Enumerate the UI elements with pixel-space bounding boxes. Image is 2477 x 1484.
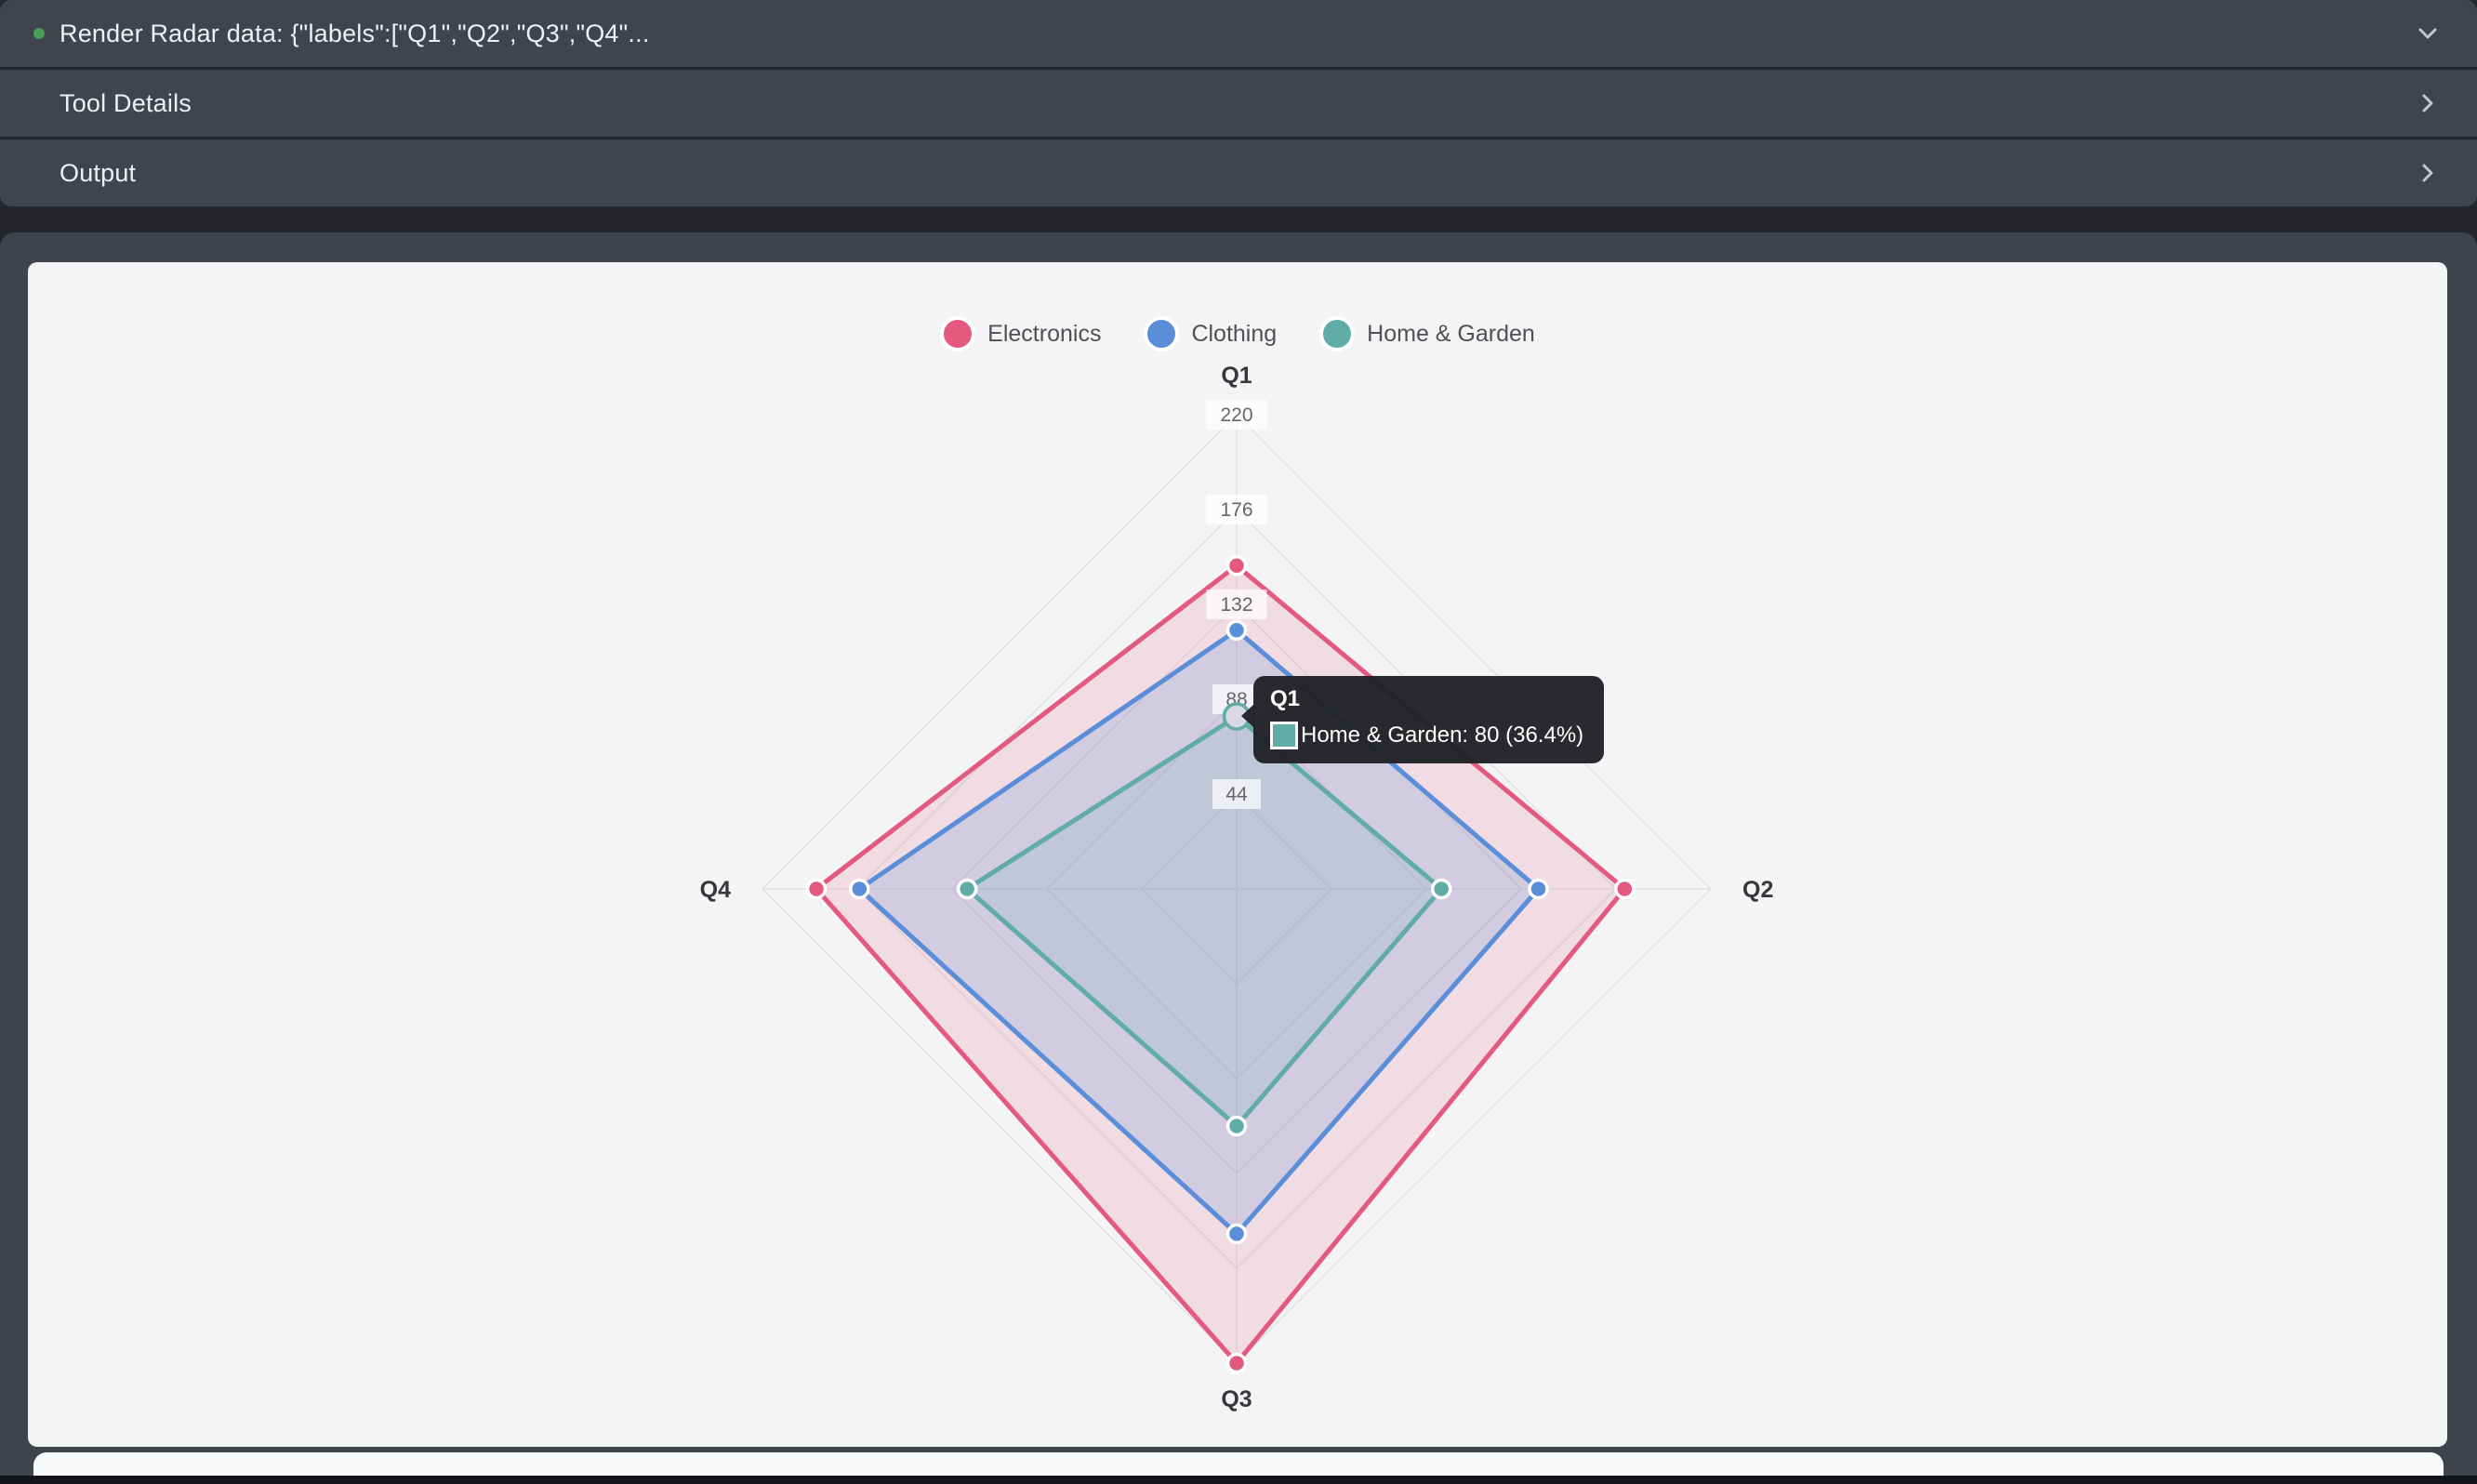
data-point[interactable] <box>1430 878 1452 900</box>
chevron-right-icon[interactable] <box>2412 87 2444 119</box>
legend-marker-icon <box>940 316 976 351</box>
data-point[interactable] <box>1614 878 1636 900</box>
data-point[interactable] <box>1225 1223 1248 1245</box>
legend-item-0[interactable]: Electronics <box>940 316 1101 351</box>
axis-label-q4: Q4 <box>700 877 731 903</box>
legend-label: Home & Garden <box>1367 320 1535 347</box>
tick-backdrop <box>1206 590 1267 619</box>
tooltip-swatch <box>1270 722 1298 749</box>
data-point[interactable] <box>1225 555 1248 576</box>
next-section-card[interactable] <box>33 1452 2444 1477</box>
data-point[interactable] <box>1528 878 1549 900</box>
accordion-row-output[interactable]: Output <box>0 139 2477 206</box>
data-point[interactable] <box>1225 619 1248 642</box>
tooltip-value-text: Home & Garden: 80 (36.4%) <box>1301 722 1584 748</box>
chart-legend: Electronics Clothing Home & Garden <box>28 316 2447 351</box>
tooltip-arrow <box>1241 704 1254 728</box>
legend-marker-icon <box>1319 316 1356 351</box>
legend-label: Clothing <box>1191 320 1278 347</box>
data-point[interactable] <box>956 878 978 900</box>
data-point[interactable] <box>1225 1352 1248 1374</box>
legend-item-1[interactable]: Clothing <box>1144 316 1277 351</box>
accordion-row-render-radar[interactable]: Render Radar data: {"labels":["Q1","Q2",… <box>0 0 2477 67</box>
chart-card: 44 88 132 176 220 Q1 Q2 Q3 Q4 Electronics Clothin… <box>28 262 2447 1447</box>
tick-label: 44 <box>1225 784 1248 805</box>
tick-backdrop <box>1206 400 1267 430</box>
axis-label-q1: Q1 <box>1221 363 1252 389</box>
tooltip-title: Q1 <box>1270 686 1301 711</box>
chevron-down-icon[interactable] <box>2412 18 2444 49</box>
tick-label: 132 <box>1220 594 1252 616</box>
tool-call-title: Render Radar data: {"labels":["Q1","Q2",… <box>60 19 650 47</box>
status-dot-icon <box>33 28 45 39</box>
data-point[interactable] <box>1225 1115 1248 1137</box>
data-point[interactable] <box>849 878 870 900</box>
tick-label: 220 <box>1220 404 1252 426</box>
chart-tooltip: Q1 Home & Garden: 80 (36.4%) <box>1241 676 1605 763</box>
data-point[interactable] <box>805 878 828 900</box>
bottom-strip <box>0 1476 2477 1484</box>
result-panel: 44 88 132 176 220 Q1 Q2 Q3 Q4 Electronics Clothin… <box>0 232 2477 1477</box>
output-label: Output <box>60 158 137 187</box>
tick-label: 176 <box>1220 499 1252 521</box>
legend-marker-icon <box>1144 316 1180 351</box>
tick-backdrop <box>1206 495 1267 524</box>
axis-label-q2: Q2 <box>1742 877 1773 903</box>
axis-label-q3: Q3 <box>1221 1386 1252 1412</box>
accordion-row-tool-details[interactable]: Tool Details <box>0 70 2477 137</box>
tool-details-label: Tool Details <box>60 88 192 117</box>
chevron-right-icon[interactable] <box>2412 157 2444 189</box>
tool-call-accordion: Render Radar data: {"labels":["Q1","Q2",… <box>0 0 2477 206</box>
radar-chart[interactable]: 44 88 132 176 220 Q1 Q2 Q3 Q4 <box>28 262 2447 1447</box>
legend-label: Electronics <box>987 320 1102 347</box>
legend-item-2[interactable]: Home & Garden <box>1319 316 1535 351</box>
tick-backdrop <box>1212 779 1261 809</box>
